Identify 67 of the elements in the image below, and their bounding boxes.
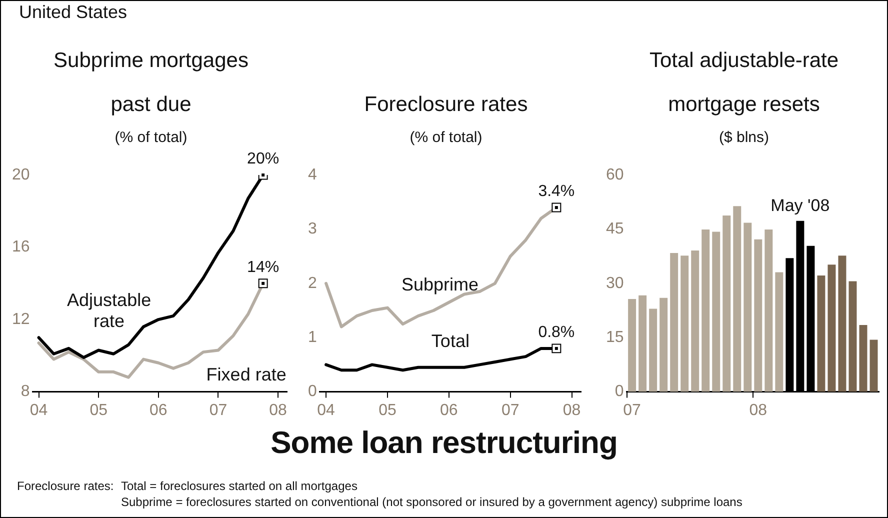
series-label: Adjustable rate <box>67 290 152 332</box>
chart-title: Foreclosure rates <box>363 92 529 118</box>
annotation: May '08 <box>770 196 830 216</box>
bar <box>744 222 752 392</box>
y-tick-label: 12 <box>12 310 30 328</box>
x-tick-label: 04 <box>317 402 336 419</box>
bar <box>733 206 742 392</box>
x-tick-label: 08 <box>562 402 581 419</box>
chart-title: Subprime mortgages past due <box>52 48 250 118</box>
chart-subtitle: (% of total) <box>408 129 484 146</box>
y-tick-label: 2 <box>308 274 317 292</box>
x-tick-label: 07 <box>209 402 228 419</box>
series-label: Fixed rate <box>206 364 286 385</box>
text: Total = foreclosures started on all mortgages <box>121 479 358 493</box>
bar <box>764 230 773 392</box>
y-tick-label: 16 <box>12 238 30 256</box>
text: Subprime = foreclosures started on conventional (not sponsored or insured by a government agency) subprime loans <box>121 495 742 509</box>
y-tick-label: 60 <box>606 166 624 184</box>
bar <box>848 281 857 392</box>
series-label: Subprime <box>401 274 479 295</box>
bar <box>649 308 658 392</box>
bar <box>712 232 720 392</box>
x-tick-label: 07 <box>623 402 642 419</box>
x-tick-label: 05 <box>90 402 108 419</box>
data-label: 3.4% <box>538 182 575 200</box>
bar <box>859 324 868 392</box>
y-tick-label: 8 <box>20 383 30 400</box>
bar <box>670 253 678 392</box>
text: Some loan restructuring <box>270 425 618 461</box>
y-tick-label: 30 <box>606 274 624 292</box>
bar <box>838 256 846 392</box>
y-tick-label: 1 <box>308 329 317 346</box>
x-tick-label: 05 <box>378 402 396 419</box>
y-tick-label: 15 <box>606 329 624 346</box>
y-tick-label: 4 <box>308 166 317 184</box>
bar <box>680 256 689 392</box>
bar <box>722 215 731 392</box>
x-tick-label: 08 <box>269 402 288 419</box>
x-tick-label: 08 <box>749 402 768 419</box>
bar <box>870 340 878 392</box>
y-tick-label: 45 <box>606 220 624 238</box>
x-tick-label: 06 <box>150 402 168 419</box>
y-tick-label: 3 <box>308 220 317 238</box>
series-label: Total <box>431 330 470 351</box>
x-tick-label: 04 <box>30 402 48 419</box>
data-label: 14% <box>247 258 280 276</box>
x-tick-label: 07 <box>501 402 520 419</box>
bar <box>817 275 826 392</box>
bar <box>628 298 636 392</box>
y-tick-label: 0 <box>308 383 317 400</box>
text: Foreclosure rates: <box>17 479 114 493</box>
x-tick-label: 06 <box>440 402 458 419</box>
y-tick-label: 0 <box>614 383 624 400</box>
chart-subtitle: (% of total) <box>114 129 188 146</box>
bar <box>775 272 784 392</box>
data-label: 0.8% <box>538 324 575 341</box>
bar <box>660 298 668 392</box>
data-label: 20% <box>247 150 280 168</box>
chart-subtitle: ($ blns) <box>718 129 770 146</box>
bar <box>691 250 700 392</box>
y-tick-label: 20 <box>12 166 30 184</box>
text: United States <box>19 2 128 22</box>
chart-title: Total adjustable-rate mortgage resets <box>648 48 840 118</box>
bar <box>702 230 710 392</box>
bar <box>638 295 647 392</box>
bar <box>828 264 836 392</box>
bar <box>754 239 762 392</box>
